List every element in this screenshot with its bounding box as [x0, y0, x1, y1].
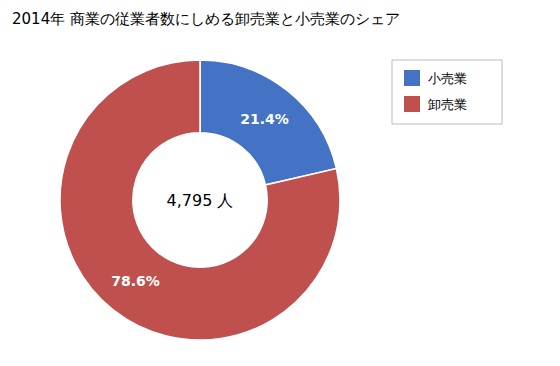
legend-swatch [404, 96, 420, 112]
labels: 21.4% 78.6% 4,795 人 [111, 111, 289, 289]
legend-label: 小売業 [428, 71, 467, 86]
center-label: 4,795 人 [167, 191, 234, 210]
data-label: 78.6% [111, 273, 160, 289]
data-label: 21.4% [240, 111, 289, 127]
slice [60, 60, 340, 340]
legend: 小売業卸売業 [392, 60, 502, 124]
legend-swatch [404, 70, 420, 86]
plot [60, 60, 340, 340]
legend-label: 卸売業 [428, 97, 467, 112]
chart: 2014年 商業の従業者数にしめる卸売業と小売業のシェア 21.4% 78.6% 4,… [0, 0, 560, 366]
slices [60, 60, 340, 340]
legend-item: 卸売業 [404, 96, 467, 112]
title: 2014年 商業の従業者数にしめる卸売業と小売業のシェア [12, 10, 400, 28]
slice [200, 60, 336, 185]
legend-item: 小売業 [404, 70, 467, 86]
legend-frame [392, 60, 502, 124]
